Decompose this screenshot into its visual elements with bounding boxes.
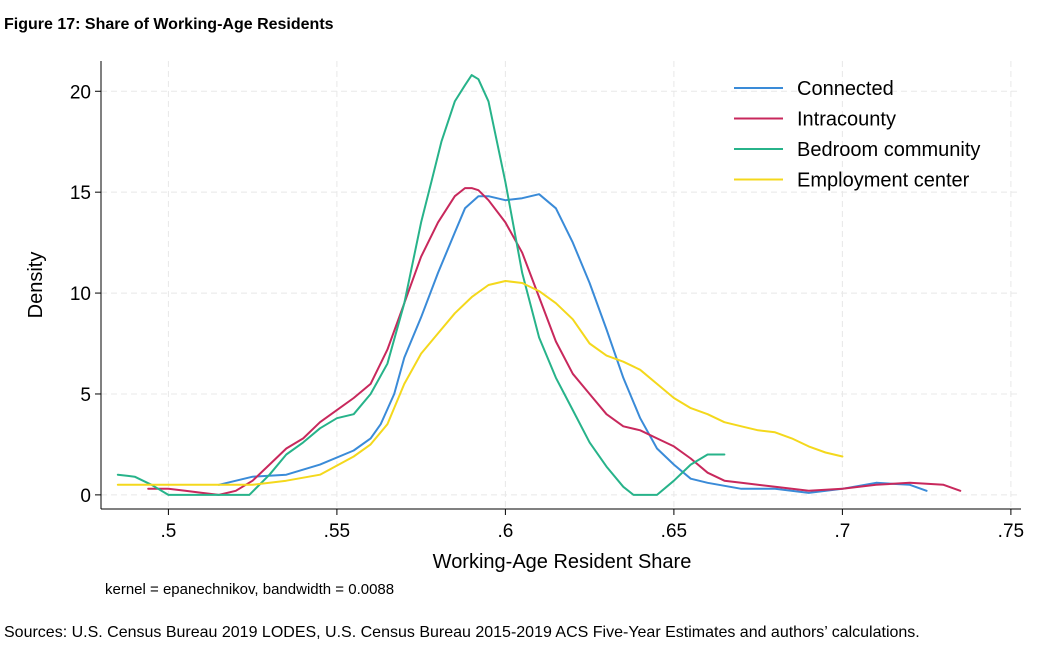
kernel-note: kernel = epanechnikov, bandwidth = 0.008…: [105, 581, 394, 598]
grid-lines: [101, 61, 1021, 509]
legend: Connected Intracounty Bedroom community Emp…: [734, 78, 980, 192]
legend-label-employment-center: Employment center: [797, 170, 970, 192]
sources-note: Sources: U.S. Census Bureau 2019 LODES, …: [4, 624, 920, 641]
figure-title: Figure 17: Share of Working-Age Resident…: [4, 16, 334, 33]
x-tick-label: .5: [160, 521, 176, 542]
ticks: .5 .55 .6 .65 .7 .75 0 5 10 15 20: [70, 82, 1024, 542]
x-tick-label: .65: [661, 521, 687, 542]
y-tick-label: 0: [80, 486, 91, 507]
series-lines: [116, 74, 962, 496]
series-line-employment-center: [116, 280, 844, 486]
legend-label-intracounty: Intracounty: [797, 109, 896, 131]
y-tick-label: 20: [70, 82, 91, 103]
x-tick-label: .55: [324, 521, 350, 542]
series-line-bedroom-community: [116, 74, 726, 496]
x-tick-label: .6: [497, 521, 513, 542]
y-tick-label: 15: [70, 183, 91, 204]
x-tick-label: .75: [998, 521, 1024, 542]
series-line-intracounty: [147, 187, 962, 496]
legend-label-connected: Connected: [797, 78, 894, 100]
y-axis-title: Density: [25, 252, 47, 319]
y-tick-label: 5: [80, 385, 91, 406]
legend-label-bedroom-community: Bedroom community: [797, 139, 980, 161]
axes: [100, 61, 1021, 510]
y-tick-label: 10: [70, 284, 91, 305]
series-line-connected: [217, 193, 928, 494]
x-tick-label: .7: [834, 521, 850, 542]
x-axis-title: Working-Age Resident Share: [433, 551, 692, 573]
